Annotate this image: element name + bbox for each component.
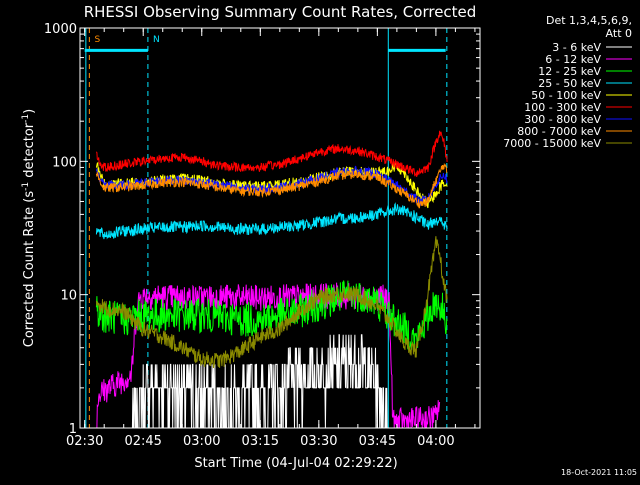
legend-entry-label: 7000 - 15000 keV [503,137,601,150]
legend-entry-label: 6 - 12 keV [545,53,601,66]
legend-entry-label: 50 - 100 keV [531,89,601,102]
axis-group: 02:30 02:45 03:00 03:15 03:30 03:45 04:00 1 10 10… [44,22,481,449]
legend-header: Att 0 [606,27,632,40]
y-tick-label: 100 [52,155,77,170]
y-axis-label: Corrected Count Rate (s-1 detector-1) [21,109,37,347]
y-axis-label-end: ) [22,109,37,114]
x-tick-label: 03:30 [300,434,337,449]
series-line-6 [95,130,448,178]
legend-entry-label: 3 - 6 keV [552,41,601,54]
series-line-8 [95,162,448,209]
annotation-label: N [153,35,160,45]
legend-entry-label: 12 - 25 keV [538,65,601,78]
y-tick-label: 1 [69,422,77,437]
x-tick-label: 04:00 [417,434,454,449]
chart-title: RHESSI Observing Summary Count Rates, Co… [84,3,477,21]
x-tick-label: 03:15 [242,434,279,449]
series-line-5 [95,162,448,209]
x-tick-label: 02:30 [66,434,103,449]
y-axis-label-sup2: -1 [21,114,31,123]
series-line-3 [95,280,448,351]
legend-entry-label: 800 - 7000 keV [517,125,601,138]
series-line-4 [95,202,448,240]
x-tick-label: 02:45 [124,434,161,449]
y-tick-label: 10 [60,289,77,304]
legend-header: Det 1,3,4,5,6,9, [546,14,632,27]
x-tick-label: 03:45 [359,434,396,449]
legend-entry-label: 25 - 50 keV [538,77,601,90]
timestamp-stamp: 18-Oct-2021 11:05 [561,468,637,477]
y-tick-label: 1000 [44,22,77,37]
annotation-label: S [94,35,100,45]
series-line-1 [131,334,390,429]
legend-entry-label: 100 - 300 keV [524,101,601,114]
y-axis-label-mid: detector [22,122,37,182]
y-axis-label-text: Corrected Count Rate (s [22,191,37,348]
x-tick-label: 03:00 [183,434,220,449]
series-group [95,130,448,429]
legend-entry-label: 300 - 800 keV [524,113,601,126]
x-axis-label: Start Time (04-Jul-04 02:29:22) [194,456,397,471]
series-line-9 [95,236,448,368]
y-axis-label-sup1: -1 [21,182,31,191]
